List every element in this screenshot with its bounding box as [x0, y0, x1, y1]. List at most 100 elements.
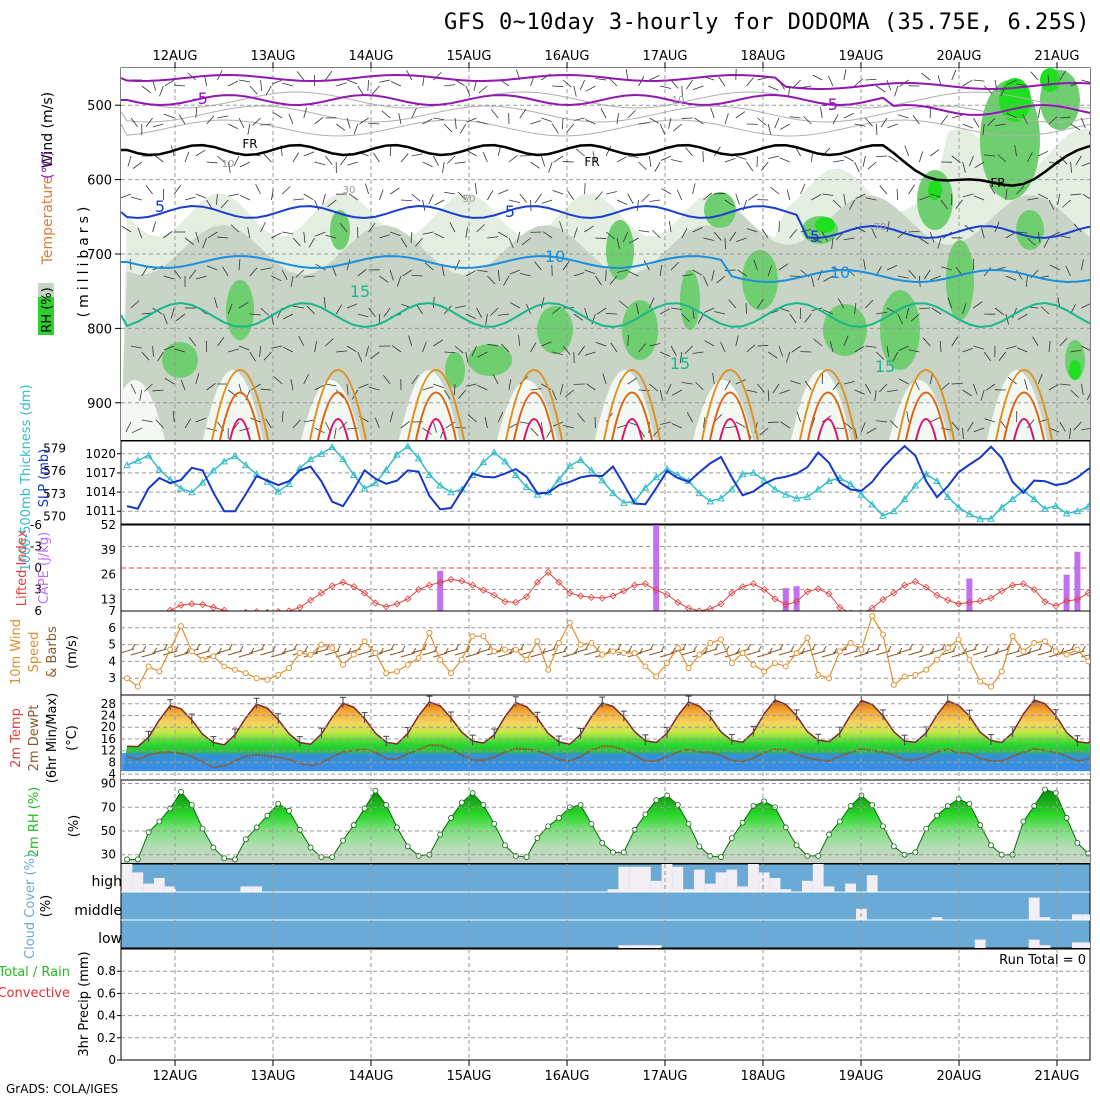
surface-wind-barb: [973, 650, 988, 656]
contour-label: FR: [990, 176, 1005, 190]
bottom-date-label: 20AUG: [936, 1069, 981, 1084]
upper-wind-barb: [563, 424, 574, 429]
rh-point: [685, 820, 692, 827]
cloud-bar: [1082, 914, 1090, 920]
thickness-point: [241, 461, 250, 469]
upper-wind-barb: [616, 269, 628, 273]
rh-tick-label: 50: [101, 824, 116, 838]
rh-point: [815, 852, 822, 859]
contour-label: FR: [242, 137, 257, 151]
upper-wind-barb: [487, 343, 499, 347]
ylabel-thickness: 1000-500mb Thickness (dm): [19, 384, 34, 571]
upper-wind-barb: [767, 123, 772, 135]
surface-wind-barb-flag: [919, 645, 924, 652]
cloud-bar: [164, 886, 176, 892]
thickness-point: [706, 497, 715, 505]
upper-wind-barb: [562, 161, 574, 163]
upper-wind-barb: [616, 156, 627, 163]
wind-point: [869, 613, 876, 620]
slp-tick-label: 1020: [85, 447, 116, 461]
upper-wind-barb: [562, 345, 571, 355]
li-point: [469, 581, 477, 589]
surface-wind-barb: [811, 650, 826, 656]
upper-wind-barb: [681, 313, 690, 323]
rh-point: [880, 823, 886, 830]
upper-wind-barb: [940, 199, 948, 210]
upper-wind-barb: [273, 376, 283, 385]
upper-wind-barb: [670, 345, 677, 356]
upper-wind-barb: [843, 421, 853, 430]
temp-line: [126, 699, 1090, 748]
upper-wind-barb: [575, 148, 585, 157]
surface-wind-barb: [271, 652, 286, 658]
rh-point: [1020, 818, 1027, 825]
bottom-date-label: 15AUG: [446, 1069, 491, 1084]
temperature-contours: [121, 73, 1090, 440]
thickness-point: [425, 470, 434, 478]
rh-point: [199, 825, 206, 832]
upper-wind-barb: [281, 411, 284, 423]
rh-point: [1074, 839, 1081, 846]
li-tick-label: -6: [30, 518, 42, 532]
wind-point: [923, 666, 930, 673]
wind-point: [653, 673, 660, 680]
upper-wind-barb: [444, 351, 456, 354]
upper-wind-barb: [600, 108, 607, 119]
cloud-bar: [931, 917, 943, 920]
upper-wind-barb: [757, 345, 769, 347]
upper-wind-barb: [892, 351, 899, 362]
upper-wind-barb: [984, 418, 996, 423]
upper-wind-barb: [638, 230, 650, 233]
slp-line: [126, 444, 1090, 513]
wind-axes: 3 4 5 6: [108, 621, 116, 685]
li-point: [350, 583, 358, 591]
surface-wind-barb: [919, 652, 934, 658]
wind-point: [318, 641, 325, 648]
upper-wind-barb: [1059, 383, 1071, 386]
ylabel-wind10m: 10m Wind: [9, 619, 24, 685]
cloud-bar: [1072, 914, 1083, 920]
surface-wind-barb-flag: [779, 643, 784, 650]
surface-wind-barb-flag: [790, 645, 795, 652]
contour-label: 10: [830, 263, 850, 282]
upper-wind-barb: [660, 421, 672, 425]
upper-wind-barb: [692, 183, 696, 195]
upper-wind-barb: [595, 275, 602, 286]
upper-wind-barb: [584, 351, 596, 356]
upper-wind-barb: [1070, 123, 1081, 131]
upper-wind-barb: [649, 155, 652, 167]
upper-wind-barb: [283, 313, 294, 320]
upper-wind-barb: [422, 118, 433, 125]
upper-wind-barb: [152, 123, 164, 128]
cape-tick-label: 52: [101, 518, 116, 532]
upper-wind-barb: [552, 351, 563, 356]
rh-point: [512, 852, 519, 859]
contour-25: [513, 391, 555, 440]
rh-point: [923, 825, 930, 832]
wind-tick-label: 4: [108, 654, 116, 668]
upper-wind-barb: [184, 196, 196, 201]
cloud-bar: [737, 886, 748, 892]
rh-point: [275, 800, 282, 807]
li-point: [512, 598, 520, 606]
upper-wind-barb: [695, 381, 704, 391]
upper-wind-barb: [476, 120, 488, 125]
thickness-point: [447, 488, 455, 496]
upper-wind-barb: [585, 85, 596, 92]
pressure-tick-label: 900: [87, 397, 112, 412]
upper-wind-barb: [411, 193, 421, 202]
upper-wind-barb: [255, 184, 261, 195]
upper-wind-barb: [1081, 383, 1084, 395]
surface-wind-barb: [854, 652, 869, 658]
contour-30: [915, 418, 937, 440]
upper-wind-barb: [501, 343, 510, 353]
surface-wind-barb-flag: [304, 645, 309, 652]
surface-wind-barb: [821, 652, 837, 658]
cloud-bar: [143, 883, 154, 892]
upper-wind-barb: [252, 117, 261, 126]
upper-wind-barb: [195, 373, 200, 385]
upper-wind-barb: [854, 346, 865, 353]
wind-point: [739, 650, 746, 656]
li-point: [566, 589, 574, 597]
